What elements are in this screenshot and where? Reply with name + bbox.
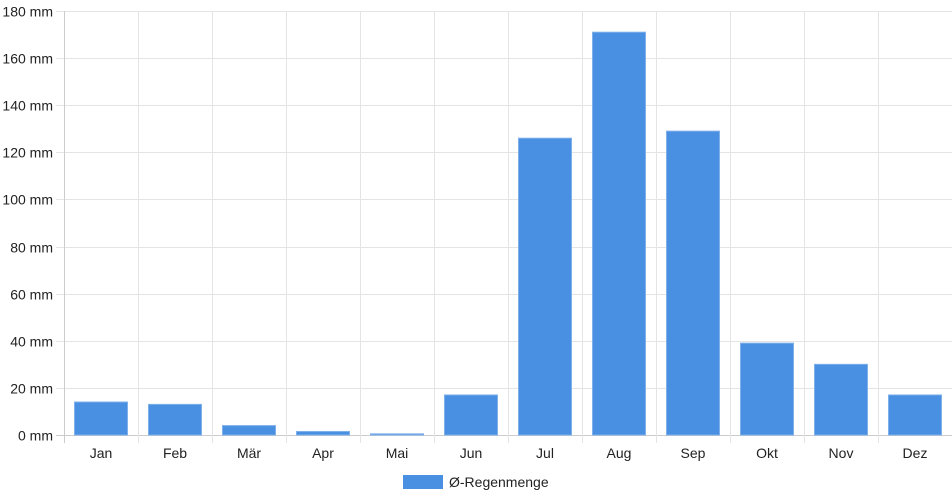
y-tick-label: 160 mm — [2, 51, 53, 67]
legend[interactable]: Ø-Regenmenge — [403, 473, 549, 491]
y-axis-ticks: 0 mm 20 mm 40 mm 60 mm 80 mm 100 mm 120 mm 140 … — [2, 4, 53, 444]
x-tick-label: Mär — [237, 445, 261, 461]
y-tick-label: 80 mm — [10, 240, 53, 256]
x-tick-label: Feb — [163, 445, 187, 461]
grid-lines — [56, 11, 952, 443]
x-tick-label: Jul — [536, 445, 554, 461]
y-tick-label: 140 mm — [2, 98, 53, 114]
bar-jun — [444, 394, 498, 436]
x-tick-label: Jun — [460, 445, 483, 461]
x-tick-label: Jan — [90, 445, 113, 461]
bar-sep — [666, 130, 720, 436]
bar-apr — [296, 430, 350, 436]
y-tick-label: 100 mm — [2, 192, 53, 208]
bar-feb — [148, 403, 202, 436]
y-tick-label: 60 mm — [10, 287, 53, 303]
bar-nov — [814, 363, 868, 436]
x-tick-label: Aug — [607, 445, 632, 461]
bar-jul — [518, 137, 572, 436]
y-tick-label: 20 mm — [10, 381, 53, 397]
legend-swatch — [403, 475, 443, 489]
bar-jan — [74, 401, 128, 436]
legend-label: Ø-Regenmenge — [449, 474, 549, 490]
x-tick-label: Mai — [386, 445, 409, 461]
y-tick-label: 180 mm — [2, 4, 53, 20]
x-tick-label: Nov — [829, 445, 854, 461]
x-tick-label: Okt — [756, 445, 778, 461]
x-tick-label: Sep — [681, 445, 706, 461]
bar-aug — [592, 31, 646, 436]
x-axis-ticks: Jan Feb Mär Apr Mai Jun Jul Aug Sep Okt Nov Dez — [90, 445, 928, 461]
x-tick-label: Apr — [312, 445, 334, 461]
y-tick-label: 120 mm — [2, 145, 53, 161]
y-tick-label: 0 mm — [18, 428, 53, 444]
bar-mär — [222, 425, 276, 436]
bars — [74, 31, 942, 436]
y-tick-label: 40 mm — [10, 334, 53, 350]
bar-mai — [370, 433, 424, 436]
bar-okt — [740, 342, 794, 436]
x-tick-label: Dez — [903, 445, 928, 461]
bar-dez — [888, 394, 942, 436]
